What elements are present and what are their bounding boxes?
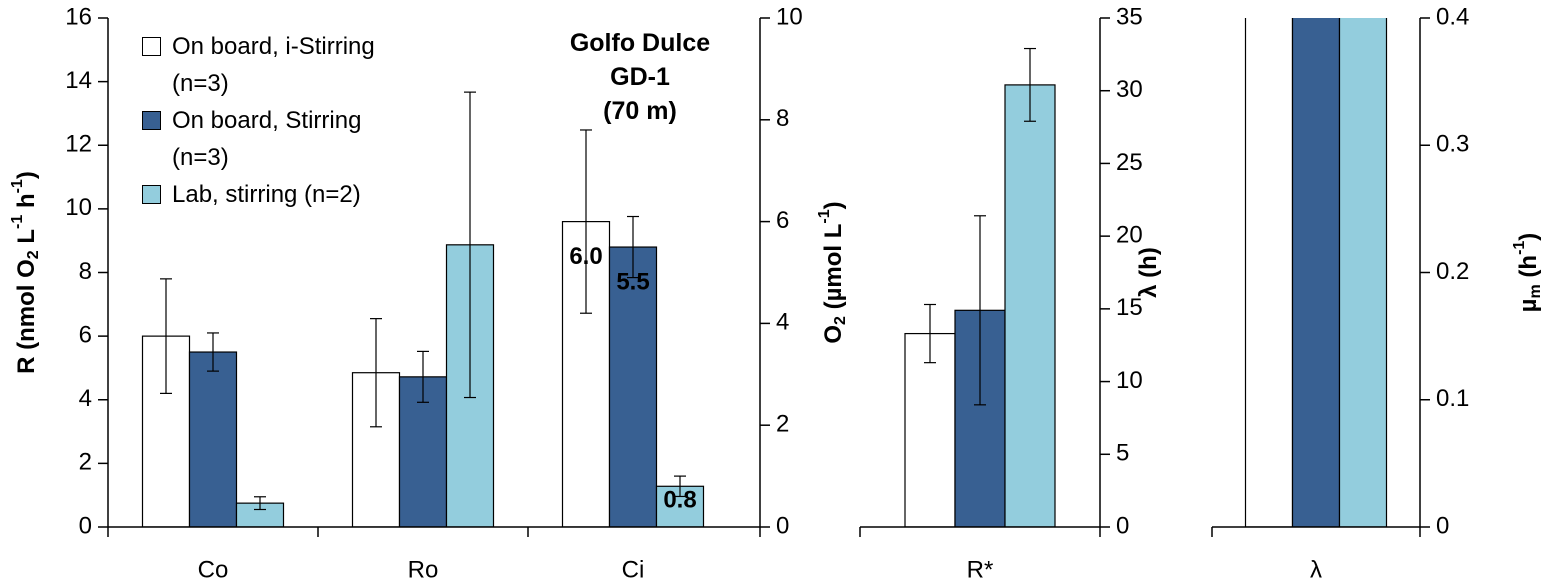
y-tick-label: 25 bbox=[1116, 149, 1143, 176]
y2-axis-label-part: (µmol L bbox=[820, 224, 847, 316]
bar bbox=[608, 246, 658, 527]
legend-swatch bbox=[142, 111, 161, 130]
y-tick-label: 4 bbox=[79, 385, 92, 412]
y-tick-label: 16 bbox=[65, 3, 92, 30]
plot bbox=[141, 91, 705, 527]
y-tick-label: 10 bbox=[1116, 367, 1143, 394]
legend-entry: On board, Stirring (n=3) bbox=[142, 102, 397, 176]
y-axis-label-part: 2 bbox=[25, 250, 42, 259]
y-tick-label: 10 bbox=[65, 194, 92, 221]
y-tick-label: 0.1 bbox=[1436, 385, 1469, 412]
y-tick-label: 0.4 bbox=[1436, 3, 1469, 30]
bar bbox=[1004, 84, 1056, 527]
y-tick-label: 8 bbox=[79, 258, 92, 285]
y-axis-label-part: µ bbox=[1515, 298, 1542, 312]
data-label: 6.0 bbox=[569, 243, 602, 270]
y-tick-label: 15 bbox=[1116, 294, 1143, 321]
y-axis-label-part: ) bbox=[13, 171, 40, 179]
bar bbox=[1244, 18, 1294, 527]
y-axis-label-part: m bbox=[1527, 284, 1544, 298]
y-tick-label: 30 bbox=[1116, 76, 1143, 103]
y-axis-label: µm (h-1) bbox=[1511, 233, 1544, 313]
y-axis-label-part: (h bbox=[1515, 255, 1542, 284]
y-axis-label: R (nmol O2 L-1 h-1) bbox=[9, 171, 42, 374]
error-bar bbox=[370, 318, 382, 428]
y-tick-label: 0.3 bbox=[1436, 131, 1469, 158]
y-tick-label: 6 bbox=[79, 321, 92, 348]
y-tick-label: 0 bbox=[79, 512, 92, 539]
y-tick-label: 35 bbox=[1116, 3, 1143, 30]
y-axis-label-part: h bbox=[13, 193, 40, 214]
error-bar bbox=[464, 91, 476, 399]
bar bbox=[1291, 18, 1341, 527]
error-bar bbox=[674, 475, 686, 498]
annotation-line: Golfo Dulce bbox=[569, 29, 711, 57]
x-tick-label: λ bbox=[1310, 556, 1322, 583]
bar bbox=[188, 351, 238, 527]
legend-swatch bbox=[142, 37, 161, 56]
error-bar bbox=[580, 129, 592, 314]
annotation: Golfo Dulce GD-1 (70 m) bbox=[540, 26, 740, 128]
error-bar bbox=[974, 215, 986, 406]
y-axis-label-part: -1 bbox=[9, 179, 26, 193]
y-tick-label: 0.2 bbox=[1436, 258, 1469, 285]
data-label: 0.8 bbox=[663, 486, 696, 513]
y-axis-label-part: R (nmol O bbox=[13, 259, 40, 374]
y-tick-label: 12 bbox=[65, 131, 92, 158]
error-bar bbox=[924, 303, 936, 364]
y-tick-label: 6 bbox=[776, 207, 789, 234]
plot bbox=[904, 47, 1056, 527]
y2-axis-label: O2 (µmol L-1) bbox=[816, 201, 849, 343]
legend-label: Lab, stirring (n=2) bbox=[172, 181, 361, 208]
legend-label: On board, i-Stirring (n=3) bbox=[172, 33, 375, 97]
y-tick-label: 2 bbox=[79, 449, 92, 476]
legend-entry: Lab, stirring (n=2) bbox=[142, 176, 397, 213]
error-bar bbox=[160, 278, 172, 394]
legend-swatch bbox=[142, 185, 161, 204]
x-tick-label: R* bbox=[967, 556, 994, 583]
bar bbox=[904, 332, 956, 527]
y-axis-label-part: -1 bbox=[9, 215, 26, 229]
legend-entry: On board, i-Stirring (n=3) bbox=[142, 28, 397, 102]
y-axis-label: λ (h) bbox=[1135, 247, 1162, 298]
error-bar bbox=[207, 332, 219, 372]
annotation-line: GD-1 bbox=[610, 63, 670, 91]
y2-axis-label-part: -1 bbox=[816, 209, 833, 223]
y-tick-label: 0 bbox=[1436, 512, 1449, 539]
x-tick-label: Co bbox=[198, 556, 229, 583]
y-tick-label: 8 bbox=[776, 105, 789, 132]
y-tick-label: 14 bbox=[65, 67, 92, 94]
data-label: 5.5 bbox=[616, 268, 649, 295]
x-tick-label: Ci bbox=[622, 556, 645, 583]
annotation-line: (70 m) bbox=[603, 97, 677, 125]
y-tick-label: 0 bbox=[1116, 512, 1129, 539]
x-tick-label: Ro bbox=[408, 556, 439, 583]
y2-axis-label-part: ) bbox=[820, 201, 847, 209]
y-axis-label-part: L bbox=[13, 229, 40, 250]
bar bbox=[1338, 18, 1388, 527]
error-bar bbox=[1024, 47, 1036, 122]
y-tick-label: 10 bbox=[776, 3, 803, 30]
error-bar bbox=[417, 350, 429, 403]
y-tick-label: 4 bbox=[776, 309, 789, 336]
y-axis-label-part: λ (h) bbox=[1135, 247, 1162, 298]
legend: On board, i-Stirring (n=3) On board, Stir… bbox=[142, 28, 397, 213]
y-axis-label-part: ) bbox=[1515, 233, 1542, 241]
y-tick-label: 20 bbox=[1116, 221, 1143, 248]
error-bar bbox=[254, 496, 266, 511]
y2-axis-label-part: 2 bbox=[832, 316, 849, 325]
y-tick-label: 0 bbox=[776, 512, 789, 539]
error-bar bbox=[627, 215, 639, 279]
y2-axis-label-part: O bbox=[820, 325, 847, 344]
y-tick-label: 2 bbox=[776, 411, 789, 438]
y-tick-label: 5 bbox=[1116, 440, 1129, 467]
y-axis-label-part: -1 bbox=[1511, 241, 1528, 255]
plot bbox=[1244, 18, 1388, 527]
legend-label: On board, Stirring (n=3) bbox=[172, 107, 362, 171]
